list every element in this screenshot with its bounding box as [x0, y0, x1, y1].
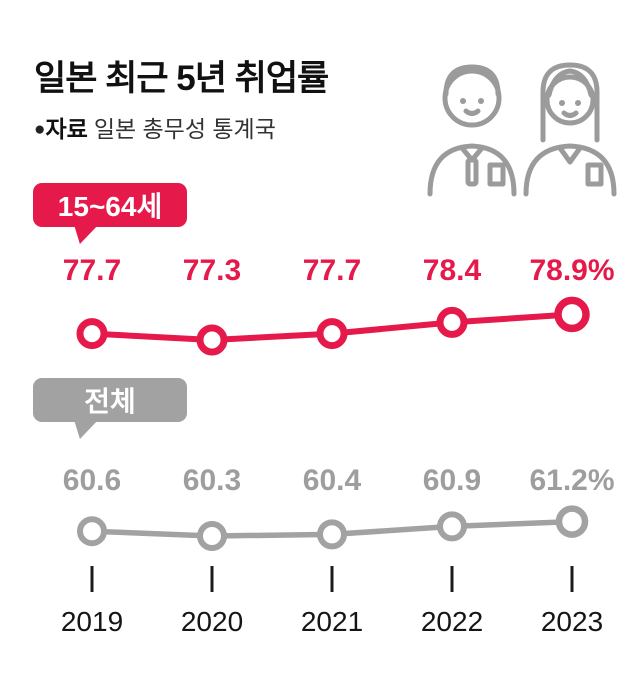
year-label: 2023	[540, 606, 604, 637]
data-label: 61.2%	[529, 464, 615, 497]
data-label: 77.7	[62, 254, 122, 287]
data-point	[316, 318, 348, 350]
red-series-value-labels: 77.7 77.3 77.7 78.4 78.9%	[0, 254, 640, 288]
data-point	[77, 516, 107, 547]
x-axis-ticks	[0, 566, 640, 592]
data-point	[76, 318, 108, 350]
axis-tick	[330, 566, 334, 592]
x-axis-year-labels: 2019 2020 2021 2022 2023	[0, 606, 640, 640]
source-text: 일본 총무성 통계국	[93, 116, 276, 142]
data-point	[197, 521, 227, 551]
data-point	[555, 505, 589, 538]
page-title: 일본 최근 5년 취업률	[34, 59, 329, 98]
data-point	[317, 519, 347, 550]
man-face	[442, 68, 502, 128]
series-badge-total: 전체	[33, 378, 187, 422]
axis-tick	[90, 566, 94, 592]
data-label: 60.3	[182, 464, 242, 497]
data-label: 77.3	[182, 254, 242, 287]
axis-tick	[210, 566, 214, 592]
data-point	[196, 324, 228, 356]
year-label: 2022	[420, 606, 484, 637]
source-line: ●자료 일본 총무성 통계국	[34, 110, 276, 144]
data-label: 60.9	[422, 464, 482, 497]
year-label: 2021	[300, 606, 364, 637]
man-hair	[443, 64, 501, 97]
data-label: 78.9%	[529, 254, 615, 287]
woman-face	[544, 74, 596, 126]
data-label: 78.4	[422, 254, 482, 287]
data-point	[436, 306, 468, 338]
data-label: 77.7	[302, 254, 362, 287]
data-label: 60.4	[302, 464, 362, 497]
data-label: 60.6	[62, 464, 122, 497]
data-point	[554, 296, 590, 333]
source-bullet-icon: ●	[34, 119, 46, 140]
data-point	[437, 511, 467, 542]
gray-series-value-labels: 60.6 60.3 60.4 60.9 61.2%	[0, 464, 640, 498]
series-badge-15-64: 15~64세	[33, 183, 187, 227]
office-workers-icon	[427, 62, 617, 197]
year-label: 2019	[60, 606, 124, 637]
axis-tick	[570, 566, 574, 592]
gray-line-chart	[77, 505, 589, 551]
source-label: 자료	[45, 116, 88, 142]
red-line-chart	[76, 296, 590, 356]
axis-tick	[450, 566, 454, 592]
year-label: 2020	[180, 606, 244, 637]
